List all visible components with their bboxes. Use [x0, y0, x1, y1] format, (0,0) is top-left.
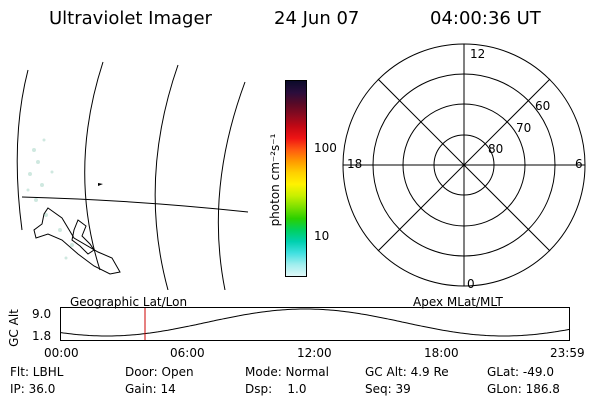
- info-mode: Mode: Normal: [245, 365, 329, 379]
- coastline-south-island: [33, 207, 121, 275]
- info-gain: Gain: 14: [125, 382, 176, 396]
- color-scale-bar: [285, 80, 307, 277]
- meridian-diag-2: [377, 78, 551, 252]
- coastline-north-island: [71, 219, 95, 255]
- longitude-arc: [84, 61, 104, 271]
- altitude-timeline-plot: [60, 307, 571, 341]
- emission-speckle: [26, 138, 74, 260]
- lat-label-60: 60: [535, 99, 550, 113]
- geographic-map: [16, 61, 249, 290]
- info-dsp: Dsp: 1.0: [245, 382, 307, 396]
- colorbar-unit-label: photon cm⁻²s⁻¹: [268, 133, 282, 227]
- instrument-title: Ultraviolet Imager: [49, 8, 212, 29]
- timeline-xtick-0: 00:00: [44, 346, 79, 360]
- mlt-label-12: 12: [470, 47, 485, 61]
- subsatellite-marker: [98, 183, 103, 186]
- latitude-line: [21, 196, 249, 213]
- timeline-xtick-2: 12:00: [297, 346, 332, 360]
- mlt-label-18: 18: [347, 157, 362, 171]
- info-seq: Seq: 39: [365, 382, 411, 396]
- timeline-xtick-1: 06:00: [170, 346, 205, 360]
- timeline-ylabel: GC Alt: [7, 309, 21, 347]
- timeline-title-left: Geographic Lat/Lon: [70, 295, 188, 309]
- longitude-arc: [217, 81, 246, 290]
- lat-label-80: 80: [488, 142, 503, 156]
- altitude-curve: [60, 308, 571, 337]
- time-label: 04:00:36 UT: [430, 8, 541, 29]
- timeline-xtick-4: 23:59: [550, 346, 585, 360]
- timeline-frame: [60, 307, 570, 341]
- info-ip: IP: 36.0: [10, 382, 56, 396]
- polar-mlat-mlt-plot: 12 18 6 0 60 70 80: [342, 43, 586, 291]
- longitude-arc: [16, 69, 29, 231]
- timeline-title-right: Apex MLat/MLT: [413, 295, 503, 309]
- timeline-xtick-3: 18:00: [424, 346, 459, 360]
- date-label: 24 Jun 07: [274, 8, 360, 29]
- colorbar-tick-10: 10: [314, 229, 330, 243]
- info-flt: Flt: LBHL: [10, 365, 64, 379]
- colorbar-tick-100: 100: [314, 141, 337, 155]
- longitude-arc: [154, 64, 179, 290]
- info-gc-alt: GC Alt: 4.9 Re: [365, 365, 449, 379]
- info-glat: GLat: -49.0: [487, 365, 554, 379]
- mlt-label-0: 0: [467, 277, 475, 291]
- info-glon: GLon: 186.8: [487, 382, 560, 396]
- timeline-ytick-bottom: 1.8: [32, 329, 52, 343]
- info-door: Door: Open: [125, 365, 194, 379]
- mlt-label-6: 6: [575, 157, 583, 171]
- timeline-ytick-top: 9.0: [32, 307, 52, 321]
- lat-label-70: 70: [516, 121, 531, 135]
